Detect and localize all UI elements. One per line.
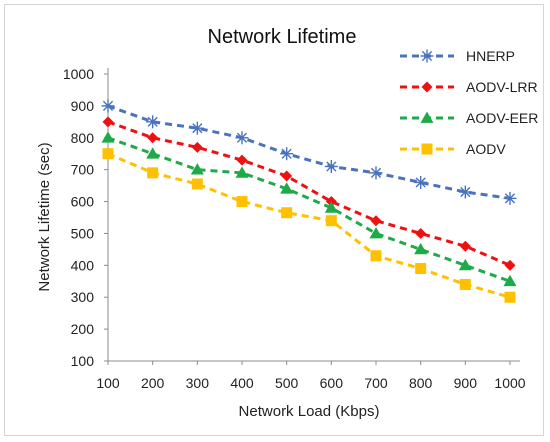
y-tick-label: 200 <box>71 321 95 337</box>
legend-marker <box>420 111 434 123</box>
data-point <box>281 207 293 219</box>
legend-label: AODV <box>466 141 506 157</box>
data-point <box>459 240 471 252</box>
x-tick-label: 800 <box>409 375 433 391</box>
y-axis-label: Network Lifetime (sec) <box>36 142 53 291</box>
y-tick-label: 600 <box>71 194 95 210</box>
data-point <box>458 258 472 271</box>
legend-marker <box>421 143 433 155</box>
data-point <box>102 148 114 160</box>
x-tick-label: 600 <box>320 375 344 391</box>
data-point <box>459 278 471 290</box>
legend-label: AODV-LRR <box>466 79 538 95</box>
series-line <box>107 120 511 267</box>
data-point <box>235 166 249 178</box>
series-layer <box>101 99 517 303</box>
data-point <box>369 166 383 180</box>
data-point <box>324 201 338 213</box>
data-point <box>235 131 249 145</box>
y-tick-label: 1000 <box>63 66 94 82</box>
x-tick-label: 700 <box>364 375 388 391</box>
data-point <box>191 178 203 190</box>
data-point <box>370 250 382 262</box>
legend-marker <box>420 49 434 63</box>
data-point <box>147 167 159 179</box>
data-point <box>146 115 160 129</box>
data-point <box>503 191 517 205</box>
x-tick-label: 400 <box>230 375 254 391</box>
data-point <box>458 185 472 199</box>
series-hnerp <box>101 99 517 205</box>
y-tick-label: 100 <box>71 353 95 369</box>
series-aodv-lrr <box>102 116 516 271</box>
y-tick-label: 300 <box>71 289 95 305</box>
legend-item: AODV-LRR <box>400 79 538 95</box>
data-point <box>415 263 427 275</box>
data-point <box>101 99 115 113</box>
data-point <box>280 182 294 194</box>
chart-frame <box>4 4 544 436</box>
legend-marker <box>421 81 433 93</box>
data-point <box>147 132 159 144</box>
data-point <box>370 215 382 227</box>
legend-item: HNERP <box>400 48 515 64</box>
data-point <box>146 147 160 159</box>
data-point <box>190 163 204 175</box>
data-point <box>325 215 337 227</box>
series-line <box>107 104 511 200</box>
y-tick-label: 900 <box>71 98 95 114</box>
data-point <box>415 227 427 239</box>
data-point <box>504 259 516 271</box>
series-aodv <box>102 148 516 303</box>
axes: 100 200 300 400 500 600 700 800 900 1000 100 200 300… <box>63 66 526 391</box>
data-point <box>324 159 338 173</box>
data-point <box>102 116 114 128</box>
x-tick-label: 900 <box>454 375 478 391</box>
series-aodv-eer <box>101 131 517 287</box>
legend-item: AODV <box>400 141 506 157</box>
x-tick-label: 100 <box>96 375 120 391</box>
data-point <box>369 226 383 239</box>
legend-item: AODV-EER <box>400 110 538 126</box>
data-point <box>236 196 248 208</box>
data-point <box>504 291 516 303</box>
legend: HNERP AODV-LRR AODV-EER AODV <box>400 48 538 157</box>
x-axis-label: Network Load (Kbps) <box>239 403 380 420</box>
y-tick-label: 700 <box>71 162 95 178</box>
data-point <box>280 147 294 161</box>
data-point <box>190 121 204 135</box>
series-line <box>107 152 511 299</box>
data-point <box>414 242 428 255</box>
data-point <box>101 131 115 143</box>
x-tick-label: 500 <box>275 375 299 391</box>
chart-title: Network Lifetime <box>208 26 357 48</box>
legend-label: AODV-EER <box>466 110 538 126</box>
data-point <box>236 154 248 166</box>
x-tick-label: 300 <box>186 375 210 391</box>
data-point <box>414 175 428 189</box>
x-tick-label: 1000 <box>494 375 525 391</box>
data-point <box>503 274 517 287</box>
y-tick-label: 800 <box>71 130 95 146</box>
y-tick-label: 500 <box>71 225 95 241</box>
data-point <box>191 141 203 153</box>
x-tick-label: 200 <box>141 375 165 391</box>
y-tick-label: 400 <box>71 257 95 273</box>
data-point <box>281 170 293 182</box>
legend-label: HNERP <box>466 48 515 64</box>
